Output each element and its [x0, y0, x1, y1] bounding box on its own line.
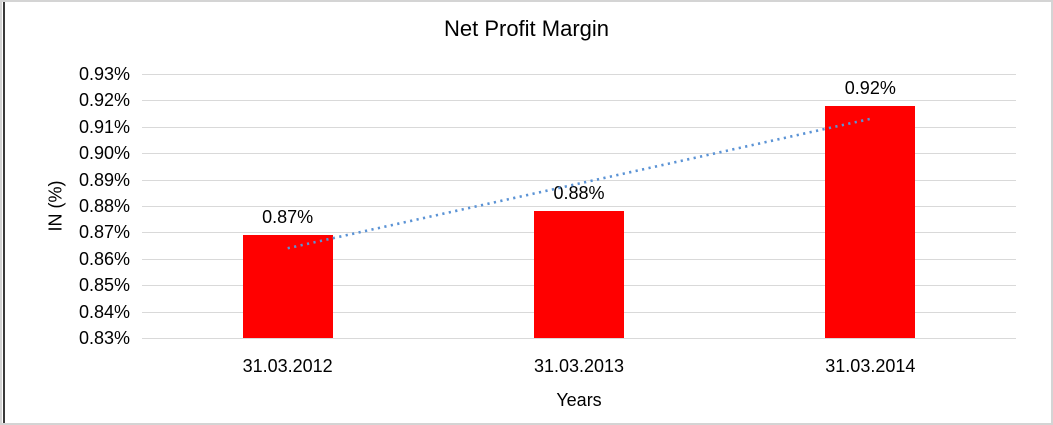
bar-31.03.2012 [242, 235, 333, 338]
y-tick-label: 0.83% [78, 328, 130, 348]
x-category-label: 31.03.2014 [825, 356, 916, 376]
gridline [142, 206, 1016, 207]
bar-data-label: 0.87% [262, 207, 314, 228]
gridline [142, 153, 1016, 155]
bar-31.03.2014 [825, 105, 916, 338]
trendline [287, 117, 871, 250]
y-tick-label: 0.86% [78, 248, 130, 269]
gridline [142, 179, 1016, 181]
gridline [142, 100, 1016, 102]
x-category-label: 31.03.2013 [533, 356, 625, 376]
y-tick-label: 0.90% [78, 143, 130, 164]
x-axis-title: Years [556, 390, 602, 410]
y-tick-label: 0.84% [78, 301, 130, 322]
y-tick-label: 0.92% [78, 90, 130, 111]
table-cell-border-line [3, 2, 5, 423]
gridline [142, 74, 1016, 75]
y-tick-label: 0.88% [78, 196, 130, 216]
gridline [142, 126, 1016, 128]
y-axis-tick-labels: 0.93% 0.92% 0.91% 0.90% 0.89% 0.88% 0.87% 0.86%… [2, 64, 130, 348]
y-tick-label: 0.93% [78, 64, 130, 84]
gridline [142, 338, 1016, 339]
plot-area: 0.87% 0.88% 0.92% [142, 74, 1016, 339]
y-tick-label: 0.91% [78, 116, 130, 137]
y-tick-label: 0.87% [78, 222, 130, 243]
bar-data-label: 0.92% [844, 77, 896, 98]
bar-data-label: 0.88% [553, 183, 605, 204]
chart-title: Net Profit Margin [443, 16, 610, 41]
y-tick-label: 0.85% [78, 275, 130, 296]
y-tick-label: 0.89% [78, 169, 130, 190]
bar-31.03.2013 [534, 211, 624, 338]
x-category-label: 31.03.2012 [242, 356, 333, 376]
